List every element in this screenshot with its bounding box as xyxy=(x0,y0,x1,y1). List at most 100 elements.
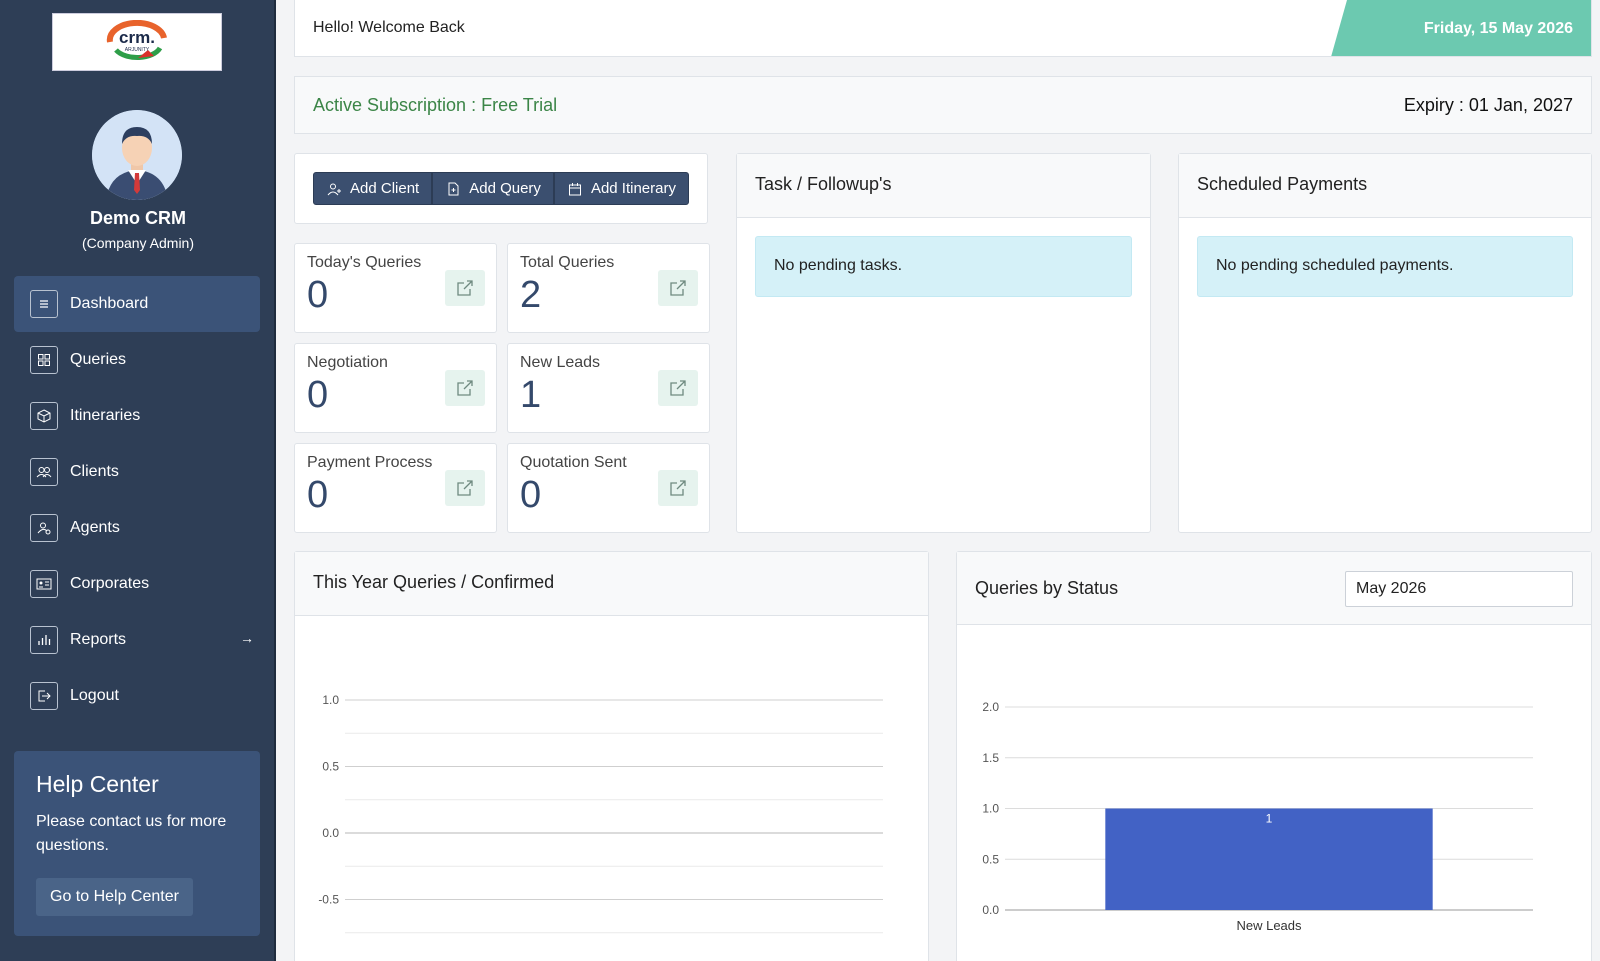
sidebar-nav: Dashboard Queries Itineraries Clients Ag… xyxy=(14,276,260,724)
logo-icon: crm. ARJUNITY xyxy=(106,20,167,60)
sidebar-item-label: Queries xyxy=(70,351,127,368)
add-file-icon xyxy=(445,181,461,197)
year-chart-title: This Year Queries / Confirmed xyxy=(295,552,928,616)
calendar-icon xyxy=(567,181,583,197)
help-center-title: Help Center xyxy=(36,771,159,797)
payments-title: Scheduled Payments xyxy=(1179,154,1591,218)
sidebar-item-label: Corporates xyxy=(70,575,150,592)
quick-actions: Add Client Add Query Add Itinerary xyxy=(294,153,708,224)
tasks-panel: Task / Followup's No pending tasks. xyxy=(736,153,1151,533)
menu-icon xyxy=(30,290,58,318)
tasks-empty-message: No pending tasks. xyxy=(755,236,1132,297)
box-icon xyxy=(30,402,58,430)
help-center-panel: Help Center Please contact us for more q… xyxy=(14,751,260,936)
add-query-button[interactable]: Add Query xyxy=(432,172,554,205)
help-center-text: Please contact us for more questions. xyxy=(36,813,227,854)
y-tick-label: 1.5 xyxy=(982,751,999,765)
sidebar-item-label: Dashboard xyxy=(70,295,149,312)
sidebar-item-dashboard[interactable]: Dashboard xyxy=(14,276,260,332)
subscription-status: Active Subscription : Free Trial xyxy=(313,95,558,115)
add-client-button[interactable]: Add Client xyxy=(313,172,433,205)
sidebar-item-label: Clients xyxy=(70,463,119,480)
stat-value: 0 xyxy=(520,474,542,516)
sidebar-item-queries[interactable]: Queries xyxy=(14,332,260,388)
logout-icon xyxy=(30,682,58,710)
y-tick-label: 1.0 xyxy=(322,693,339,707)
stat-label: Total Queries xyxy=(520,254,615,271)
sidebar-item-label: Itineraries xyxy=(70,407,141,424)
stat-value: 0 xyxy=(307,474,329,516)
external-link-icon[interactable] xyxy=(658,370,698,406)
add-client-label: Add Client xyxy=(350,180,420,197)
x-tick-label: New Leads xyxy=(1236,918,1302,933)
stat-value: 0 xyxy=(307,274,329,316)
sidebar-item-label: Logout xyxy=(70,687,119,704)
user-role: (Company Admin) xyxy=(81,235,195,251)
add-user-icon xyxy=(326,181,342,197)
grid-icon xyxy=(30,346,58,374)
external-link-icon[interactable] xyxy=(445,470,485,506)
avatar xyxy=(92,110,182,200)
company-logo[interactable]: crm. ARJUNITY xyxy=(52,13,222,71)
stat-value: 0 xyxy=(307,374,329,416)
year-queries-chart: 1.00.50.0-0.5-1.0JanFebMarAprMayJunJulAu… xyxy=(318,693,883,961)
sidebar-item-reports[interactable]: Reports → xyxy=(14,612,260,668)
month-selector-input[interactable] xyxy=(1345,571,1573,607)
arrow-right-icon: → xyxy=(240,630,254,646)
sidebar-item-itineraries[interactable]: Itineraries xyxy=(14,388,260,444)
y-tick-label: -0.5 xyxy=(318,893,339,907)
y-tick-label: 0.0 xyxy=(322,826,339,840)
sidebar-item-clients[interactable]: Clients xyxy=(14,444,260,500)
user-name: Demo CRM xyxy=(89,208,186,228)
stat-label: Negotiation xyxy=(307,354,388,371)
bar-chart-icon xyxy=(30,626,58,654)
subscription-bar: Active Subscription : Free Trial Expiry … xyxy=(294,76,1592,134)
bar-data-label: 1 xyxy=(1266,812,1273,826)
stat-card-quotation-sent: Quotation Sent 0 xyxy=(507,443,710,533)
external-link-icon[interactable] xyxy=(658,470,698,506)
external-link-icon[interactable] xyxy=(445,270,485,306)
stat-label: Payment Process xyxy=(307,454,433,471)
add-itinerary-label: Add Itinerary xyxy=(590,180,676,197)
tasks-title: Task / Followup's xyxy=(737,154,1150,218)
external-link-icon[interactable] xyxy=(445,370,485,406)
stat-card-todays-queries: Today's Queries 0 xyxy=(294,243,497,333)
sidebar-item-agents[interactable]: Agents xyxy=(14,500,260,556)
add-query-label: Add Query xyxy=(469,180,541,197)
y-tick-label: 0.5 xyxy=(982,852,999,866)
sidebar-item-label: Agents xyxy=(70,519,120,536)
stat-card-payment-process: Payment Process 0 xyxy=(294,443,497,533)
stat-label: Quotation Sent xyxy=(520,454,627,471)
y-tick-label: 0.0 xyxy=(982,903,999,917)
year-chart-panel: This Year Queries / Confirmed 1.0 0.5 0.0 -… xyxy=(294,551,929,961)
current-date: Friday, 15 May 2026 xyxy=(1423,19,1573,37)
add-itinerary-button[interactable]: Add Itinerary xyxy=(553,172,689,205)
stat-value: 1 xyxy=(520,374,542,416)
welcome-text: Hello! Welcome Back xyxy=(313,19,465,36)
stat-card-total-queries: Total Queries 2 xyxy=(507,243,710,333)
stat-label: New Leads xyxy=(520,354,601,371)
payments-empty-message: No pending scheduled payments. xyxy=(1197,236,1573,297)
stat-card-new-leads: New Leads 1 xyxy=(507,343,710,433)
top-header: Hello! Welcome Back Friday, 15 May 2026 xyxy=(294,0,1592,57)
queries-by-status-chart: 2.0 1.5 1.0 0.5 0.0 1 New Leads xyxy=(982,700,1533,933)
y-tick-label: 0.5 xyxy=(322,760,339,774)
agent-icon xyxy=(30,514,58,542)
sidebar-item-logout[interactable]: Logout xyxy=(14,668,260,724)
go-to-help-center-button[interactable]: Go to Help Center xyxy=(36,878,193,916)
users-icon xyxy=(30,458,58,486)
scheduled-payments-panel: Scheduled Payments No pending scheduled … xyxy=(1178,153,1592,533)
external-link-icon[interactable] xyxy=(658,270,698,306)
subscription-expiry: Expiry : 01 Jan, 2027 xyxy=(1403,95,1573,115)
stat-label: Today's Queries xyxy=(307,254,422,271)
bar xyxy=(1105,808,1433,910)
user-avatar-icon xyxy=(92,110,182,200)
svg-text:ARJUNITY: ARJUNITY xyxy=(125,47,150,53)
sidebar-item-label: Reports xyxy=(70,631,127,648)
sidebar-item-corporates[interactable]: Corporates xyxy=(14,556,260,612)
sidebar: crm. ARJUNITY Demo CRM (Company Admin) D… xyxy=(0,0,276,961)
y-tick-label: 2.0 xyxy=(982,700,999,714)
current-date-badge: Friday, 15 May 2026 xyxy=(1331,0,1591,56)
y-tick-label: -1.0 xyxy=(318,959,339,961)
id-card-icon xyxy=(30,570,58,598)
